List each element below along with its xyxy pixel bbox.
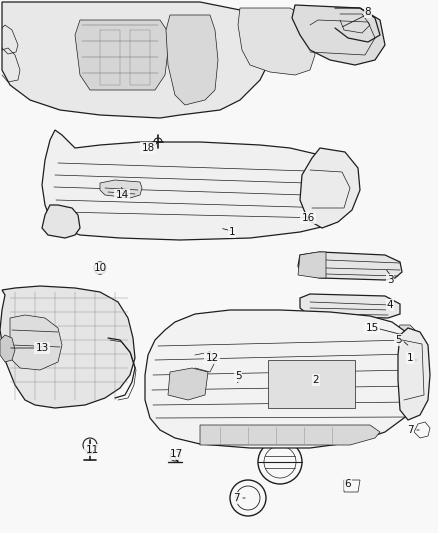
Text: 11: 11 — [85, 445, 99, 455]
Polygon shape — [166, 15, 218, 105]
Polygon shape — [200, 425, 380, 445]
Text: 15: 15 — [365, 323, 378, 333]
Polygon shape — [42, 205, 80, 238]
Text: 6: 6 — [345, 479, 351, 489]
Polygon shape — [42, 130, 350, 240]
Polygon shape — [75, 20, 170, 90]
Text: 7: 7 — [233, 493, 239, 503]
Text: 1: 1 — [229, 227, 235, 237]
Polygon shape — [2, 2, 275, 118]
Polygon shape — [298, 252, 326, 278]
Circle shape — [310, 378, 320, 388]
Text: 2: 2 — [313, 375, 319, 385]
Text: 17: 17 — [170, 449, 183, 459]
Polygon shape — [398, 328, 430, 420]
Polygon shape — [292, 5, 385, 65]
Polygon shape — [298, 252, 402, 280]
Polygon shape — [238, 8, 315, 75]
Text: 13: 13 — [35, 343, 49, 353]
Polygon shape — [268, 360, 355, 408]
Text: 18: 18 — [141, 143, 155, 153]
Text: 14: 14 — [115, 190, 129, 200]
Text: 4: 4 — [387, 300, 393, 310]
Polygon shape — [100, 180, 142, 198]
Text: 12: 12 — [205, 353, 219, 363]
Text: 5: 5 — [235, 371, 241, 381]
Text: 16: 16 — [301, 213, 314, 223]
Text: 8: 8 — [365, 7, 371, 17]
Polygon shape — [300, 294, 400, 318]
Text: 10: 10 — [93, 263, 106, 273]
Polygon shape — [10, 315, 62, 370]
Circle shape — [203, 355, 213, 365]
Text: 5: 5 — [395, 335, 401, 345]
Text: 7: 7 — [407, 425, 413, 435]
Polygon shape — [168, 368, 208, 400]
Text: 3: 3 — [387, 275, 393, 285]
Polygon shape — [300, 148, 360, 228]
Polygon shape — [0, 286, 135, 408]
Text: 1: 1 — [407, 353, 413, 363]
Polygon shape — [0, 335, 15, 362]
Circle shape — [303, 219, 309, 225]
Polygon shape — [145, 310, 420, 448]
Polygon shape — [396, 325, 415, 342]
